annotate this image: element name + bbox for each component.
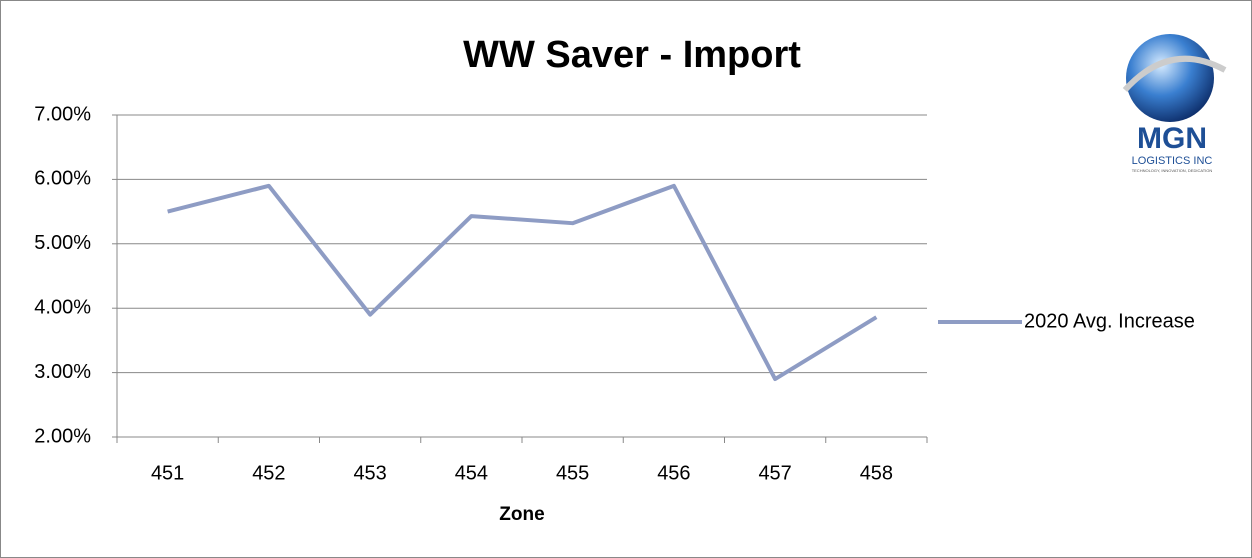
x-tick-label: 452 <box>252 462 285 484</box>
logo-swoosh <box>1122 55 1227 93</box>
logo-globe <box>1126 34 1214 122</box>
logo: MGN LOGISTICS INC TECHNOLOGY, INNOVATION… <box>1122 34 1227 173</box>
x-tick-label: 453 <box>353 462 386 484</box>
x-tick-label: 456 <box>657 462 690 484</box>
logo-tagline: TECHNOLOGY, INNOVATION, DEDICATION <box>1132 168 1213 173</box>
y-tick-label: 4.00% <box>34 296 91 318</box>
logo-name: MGN <box>1137 122 1207 155</box>
x-tick-label: 454 <box>455 462 488 484</box>
chart-title: WW Saver - Import <box>463 34 801 76</box>
y-tick-label: 5.00% <box>34 232 91 254</box>
x-axis-label: Zone <box>499 504 544 525</box>
data-line <box>167 183 878 382</box>
logo-subtitle: LOGISTICS INC <box>1132 155 1213 167</box>
x-tick-label: 455 <box>556 462 589 484</box>
y-tick-label: 2.00% <box>34 425 91 447</box>
y-tick-label: 3.00% <box>34 361 91 383</box>
y-tick-label: 7.00% <box>34 103 91 125</box>
legend-label: 2020 Avg. Increase <box>1024 310 1195 332</box>
x-tick-label: 457 <box>758 462 791 484</box>
y-tick-label: 6.00% <box>34 168 91 190</box>
x-tick-label: 458 <box>860 462 893 484</box>
x-tick-label: 451 <box>151 462 184 484</box>
